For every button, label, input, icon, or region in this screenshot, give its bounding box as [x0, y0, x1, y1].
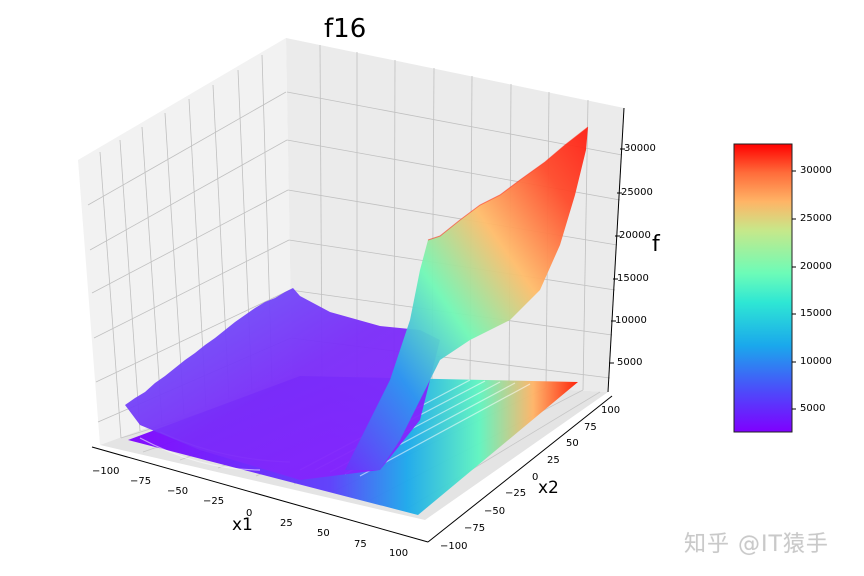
z-ticks	[609, 148, 625, 364]
y-tick: 50	[566, 438, 579, 449]
watermark: 知乎 @IT猿手	[684, 532, 829, 557]
colorbar-tick: 10000	[800, 356, 832, 367]
y-axis-label: x2	[538, 478, 559, 498]
x-tick: 25	[280, 518, 293, 529]
y-tick: −100	[440, 541, 468, 552]
y-tick: 0	[532, 472, 539, 483]
y-tick: −50	[484, 506, 506, 517]
x-tick: 0	[246, 508, 253, 519]
colorbar-tick: 30000	[800, 165, 832, 176]
z-tick: 15000	[617, 273, 649, 284]
z-axis	[607, 107, 625, 393]
x-axis-label: x1	[232, 515, 253, 535]
z-tick: 25000	[621, 187, 653, 198]
x-tick: −100	[92, 466, 120, 477]
colorbar-ticks	[792, 170, 796, 410]
x-tick: −50	[167, 486, 189, 497]
surface-high-wall	[345, 127, 588, 470]
z-tick: 5000	[617, 357, 643, 368]
chart-title: f16	[324, 14, 367, 44]
z-tick: 30000	[624, 143, 656, 154]
colorbar	[733, 143, 793, 433]
surface-low-region	[125, 288, 440, 480]
colorbar-tick: 15000	[800, 308, 832, 319]
z-tick: 20000	[619, 230, 651, 241]
x-axis	[91, 446, 429, 543]
y-tick: 75	[584, 422, 597, 433]
x-tick: −75	[130, 476, 152, 487]
z-tick: 10000	[615, 315, 647, 326]
x-tick: −25	[203, 496, 225, 507]
colorbar-tick: 25000	[800, 213, 832, 224]
z-axis-label: f	[652, 232, 660, 257]
colorbar-tick: 20000	[800, 261, 832, 272]
x-tick: 50	[317, 528, 330, 539]
y-tick: −75	[464, 523, 486, 534]
y-tick: 25	[547, 455, 560, 466]
y-tick: −25	[505, 488, 527, 499]
y-tick: 100	[601, 405, 621, 416]
x-tick: 100	[389, 548, 409, 559]
colorbar-tick: 5000	[800, 403, 826, 414]
back-right-pane	[286, 38, 624, 392]
x-tick: 75	[354, 539, 367, 550]
y-axis	[427, 395, 613, 543]
